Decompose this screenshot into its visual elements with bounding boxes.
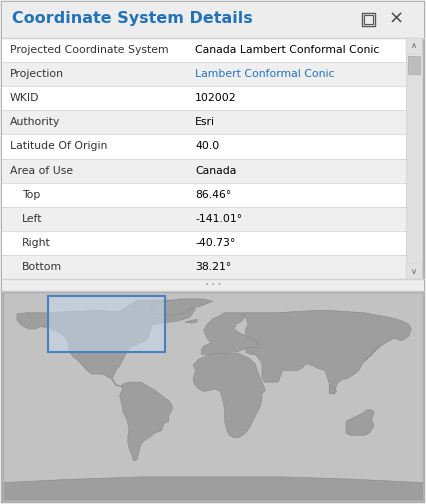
Text: Right: Right [22, 238, 51, 248]
Text: -40.73°: -40.73° [195, 238, 235, 248]
Bar [2, 207, 406, 231]
Bar [363, 15, 372, 24]
Polygon shape [201, 313, 260, 354]
Bar [3, 292, 423, 500]
Bar [2, 231, 406, 255]
Bar [406, 38, 422, 54]
Polygon shape [149, 299, 213, 315]
Bar [2, 62, 406, 86]
Text: WKID: WKID [10, 93, 40, 103]
Polygon shape [330, 385, 337, 394]
Text: Projection: Projection [10, 69, 64, 79]
Polygon shape [243, 310, 412, 394]
Text: ∨: ∨ [411, 267, 417, 276]
Text: Coordinate System Details: Coordinate System Details [12, 12, 253, 27]
Bar [2, 255, 406, 279]
Bar [49, 296, 165, 352]
Text: Area of Use: Area of Use [10, 165, 73, 175]
Polygon shape [346, 410, 374, 435]
Polygon shape [185, 320, 198, 323]
Bar [49, 296, 165, 352]
Polygon shape [120, 382, 172, 461]
Bar [389, 13, 403, 26]
Text: ∧: ∧ [411, 41, 417, 50]
Bar [2, 38, 406, 62]
Text: • • •: • • • [205, 282, 221, 288]
Text: Canada: Canada [195, 165, 236, 175]
Text: Authority: Authority [10, 117, 60, 128]
Polygon shape [365, 345, 380, 360]
Bar [2, 182, 406, 207]
Text: ×: × [389, 10, 403, 28]
Text: -141.01°: -141.01° [195, 214, 242, 224]
Text: Esri: Esri [195, 117, 215, 128]
Bar [2, 135, 406, 158]
Bar [362, 13, 374, 26]
Bar [2, 279, 424, 291]
Text: 38.21°: 38.21° [195, 262, 231, 272]
Bar [2, 110, 406, 135]
Text: Canada Lambert Conformal Conic: Canada Lambert Conformal Conic [195, 45, 380, 55]
Text: Lambert Conformal Conic: Lambert Conformal Conic [195, 69, 334, 79]
Bar [3, 292, 423, 500]
Bar [2, 2, 424, 38]
Text: Latitude Of Origin: Latitude Of Origin [10, 142, 107, 151]
Bar [408, 56, 420, 74]
Bar [2, 158, 406, 182]
Bar [2, 86, 406, 110]
Text: Projected Coordinate System: Projected Coordinate System [10, 45, 169, 55]
Polygon shape [3, 477, 423, 500]
Polygon shape [17, 300, 196, 387]
Bar [406, 263, 422, 279]
Polygon shape [193, 353, 265, 437]
Text: Left: Left [22, 214, 43, 224]
Text: 102002: 102002 [195, 93, 236, 103]
Text: 40.0: 40.0 [195, 142, 219, 151]
Text: Bottom: Bottom [22, 262, 62, 272]
Text: 86.46°: 86.46° [195, 190, 231, 200]
Text: Top: Top [22, 190, 40, 200]
Bar [406, 38, 422, 279]
